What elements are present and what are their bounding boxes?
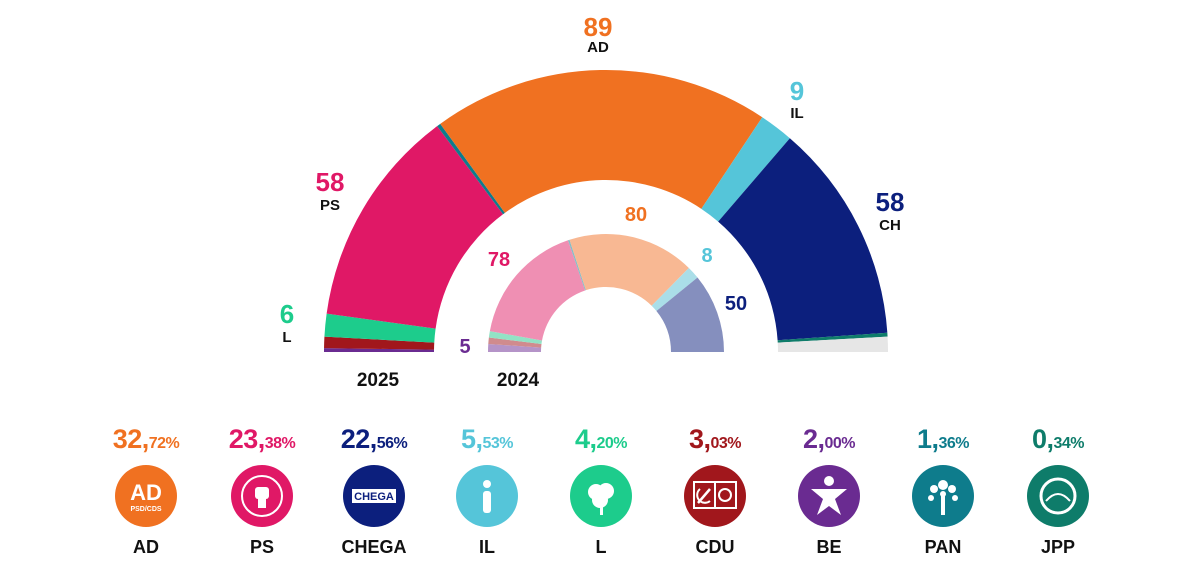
- year-label-2025: 2025: [357, 370, 400, 391]
- ps-fist-logo-icon: [231, 465, 293, 527]
- vote-percentage: 22,56%: [314, 424, 434, 459]
- seat-count-2024-il: 8: [701, 245, 712, 267]
- inner-2024-seg-il: [651, 267, 698, 311]
- party-results-legend: 32,72% AD PSD/CDS AD 23,38% PS 22,56% CHEGA CHEG…: [0, 424, 1192, 564]
- legend-item-cdu: 3,03% CDU: [655, 424, 775, 558]
- vote-percentage: 5,53%: [427, 424, 547, 459]
- inner-2024-seg-be: [488, 343, 542, 352]
- pan-tree-logo-icon: [912, 465, 974, 527]
- party-name: CDU: [695, 537, 735, 557]
- outer-2025-seg-jpp: [777, 332, 888, 343]
- legend-item-l: 4,20% L: [541, 424, 661, 558]
- year-label-2024: 2024: [497, 370, 540, 391]
- outer-2025-seg-ps: [326, 126, 504, 329]
- party-label-2025-ps: PS: [320, 197, 340, 214]
- legend-item-pan: 1,36% PAN: [883, 424, 1003, 558]
- be-star-figure-logo-icon: [798, 465, 860, 527]
- legend-item-be: 2,00% BE: [769, 424, 889, 558]
- inner-2024-seg-ps: [489, 240, 586, 341]
- party-name: PAN: [924, 537, 962, 557]
- ad-logo-icon: AD PSD/CDS: [115, 465, 177, 527]
- pct-integer: 2,: [802, 424, 825, 454]
- jpp-circle-logo-icon: [1027, 465, 1089, 527]
- party-label-2025-ch: CH: [879, 217, 901, 234]
- svg-text:PSD/CDS: PSD/CDS: [130, 506, 161, 513]
- seat-count-2024-be: 5: [459, 336, 470, 358]
- outer-2025-seg-ad: [440, 69, 763, 213]
- party-name: PS: [249, 537, 274, 557]
- inner-2024-seg-l: [488, 331, 543, 345]
- party-name: JPP: [1040, 537, 1076, 557]
- outer-2025-seg-il: [701, 117, 790, 222]
- svg-text:CHEGA: CHEGA: [354, 491, 394, 503]
- seat-count-2024-ad: 80: [625, 204, 647, 226]
- pct-decimal: 53%: [482, 435, 514, 452]
- party-name: L: [595, 537, 607, 557]
- pct-decimal: 38%: [264, 435, 296, 452]
- outer-2025-seg-cdu: [324, 336, 435, 350]
- legend-item-chega: 22,56% CHEGA CHEGA: [314, 424, 434, 558]
- outer-2025-seg-pan: [437, 123, 505, 215]
- vote-percentage: 32,72%: [86, 424, 206, 459]
- vote-percentage: 23,38%: [202, 424, 322, 459]
- pct-decimal: 36%: [938, 435, 970, 452]
- outer-2025-seg-be: [324, 348, 435, 352]
- vote-percentage: 1,36%: [883, 424, 1003, 459]
- chega-logo-icon: CHEGA: [343, 465, 405, 527]
- pct-integer: 32,: [112, 424, 150, 454]
- pct-decimal: 72%: [148, 435, 180, 452]
- vote-percentage: 2,00%: [769, 424, 889, 459]
- legend-item-il: 5,53% IL: [427, 424, 547, 558]
- seat-count-2024-ch: 50: [725, 293, 747, 315]
- pct-integer: 4,: [574, 424, 597, 454]
- vote-percentage: 3,03%: [655, 424, 775, 459]
- legend-item-ps: 23,38% PS: [202, 424, 322, 558]
- outer-hemicycle-2025: [324, 69, 888, 352]
- inner-labels: 78 80 8 50 5: [459, 204, 747, 358]
- party-name: AD: [133, 537, 159, 557]
- pct-decimal: 56%: [376, 435, 408, 452]
- party-name: IL: [479, 537, 495, 557]
- pct-decimal: 00%: [824, 435, 856, 452]
- cdu-hammer-sickle-logo-icon: [684, 465, 746, 527]
- vote-percentage: 0,34%: [998, 424, 1118, 459]
- party-label-2025-l: L: [282, 329, 291, 346]
- inner-2024-seg-cdu: [488, 337, 542, 348]
- inner-hemicycle-2024: [488, 234, 724, 352]
- seat-count-2025-l: 6: [280, 299, 294, 329]
- pct-decimal: 03%: [710, 435, 742, 452]
- vote-percentage: 4,20%: [541, 424, 661, 459]
- il-logo-icon: [456, 465, 518, 527]
- seat-count-2025-ch: 58: [876, 187, 905, 217]
- inner-2024-seg-ad: [569, 234, 689, 306]
- outer-2025-seg-l: [324, 313, 436, 343]
- livre-poppy-logo-icon: [570, 465, 632, 527]
- inner-2024-seg-ch: [656, 277, 724, 352]
- pct-integer: 23,: [228, 424, 266, 454]
- party-name: CHEGA: [341, 537, 407, 557]
- pct-decimal: 20%: [596, 435, 628, 452]
- seat-count-2025-il: 9: [790, 76, 804, 106]
- pct-decimal: 34%: [1053, 435, 1085, 452]
- seat-count-2024-ps: 78: [488, 249, 510, 271]
- party-label-2025-ad: AD: [587, 39, 609, 56]
- seat-count-2025-ps: 58: [316, 167, 345, 197]
- party-name: BE: [816, 537, 842, 557]
- pct-integer: 0,: [1031, 424, 1054, 454]
- outer-2025-seg-ch: [718, 138, 888, 341]
- pct-integer: 3,: [688, 424, 711, 454]
- seat-count-2025-ad: 89: [584, 12, 613, 42]
- pct-integer: 5,: [460, 424, 483, 454]
- svg-text:AD: AD: [130, 480, 162, 505]
- legend-item-ad: 32,72% AD PSD/CDS AD: [86, 424, 206, 558]
- party-label-2025-il: IL: [790, 105, 803, 122]
- inner-2024-seg-pan: [568, 239, 586, 291]
- pct-integer: 1,: [916, 424, 939, 454]
- legend-item-jpp: 0,34% JPP: [998, 424, 1118, 558]
- outer-2025-seg-undecided: [777, 336, 888, 352]
- pct-integer: 22,: [340, 424, 378, 454]
